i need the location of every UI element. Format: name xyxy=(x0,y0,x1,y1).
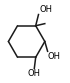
Text: OH: OH xyxy=(48,52,61,61)
Text: OH: OH xyxy=(28,69,41,78)
Text: OH: OH xyxy=(39,5,52,14)
